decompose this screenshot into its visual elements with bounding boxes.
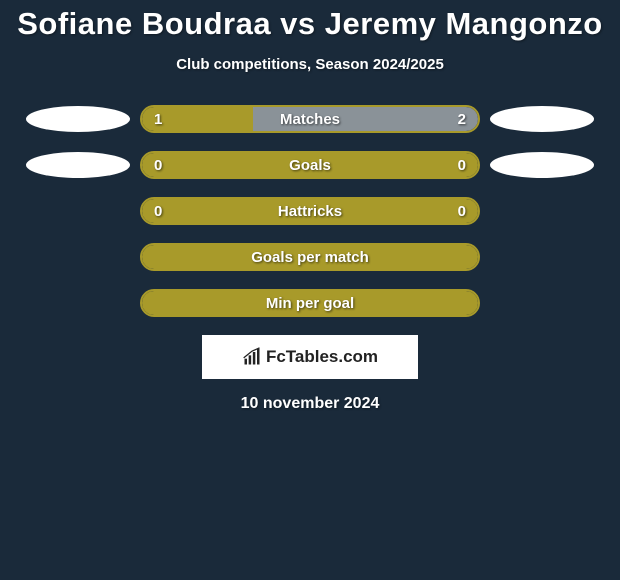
comparison-title: Sofiane Boudraa vs Jeremy Mangonzo xyxy=(0,0,620,42)
stat-right-value: 2 xyxy=(458,111,466,128)
player-left-ellipse xyxy=(26,152,130,178)
chart-icon xyxy=(242,347,262,367)
stat-row: 0 0 Goals xyxy=(10,151,610,179)
stat-right-value: 0 xyxy=(458,157,466,174)
logo-box: FcTables.com xyxy=(202,335,418,379)
date-label: 10 november 2024 xyxy=(0,395,620,413)
stat-left-value: 0 xyxy=(154,157,162,174)
stat-bar: 0 0 Goals xyxy=(140,151,480,179)
stat-bar: Min per goal xyxy=(140,289,480,317)
stat-label: Matches xyxy=(280,111,340,128)
stat-row: 0 0 Hattricks xyxy=(10,197,610,225)
player-right-ellipse xyxy=(490,106,594,132)
stat-rows: 1 2 Matches 0 0 Goals 0 0 Hattricks Goals per mat… xyxy=(0,105,620,317)
comparison-subtitle: Club competitions, Season 2024/2025 xyxy=(0,56,620,73)
stat-row: 1 2 Matches xyxy=(10,105,610,133)
stat-left-value: 1 xyxy=(154,111,162,128)
player-left-ellipse xyxy=(26,106,130,132)
stat-right-value: 0 xyxy=(458,203,466,220)
stat-label: Goals xyxy=(289,157,331,174)
stat-row: Min per goal xyxy=(10,289,610,317)
stat-label: Min per goal xyxy=(266,295,354,312)
stat-label: Goals per match xyxy=(251,249,369,266)
stat-bar: Goals per match xyxy=(140,243,480,271)
logo-text: FcTables.com xyxy=(266,347,378,367)
stat-bar: 1 2 Matches xyxy=(140,105,480,133)
stat-label: Hattricks xyxy=(278,203,342,220)
stat-left-value: 0 xyxy=(154,203,162,220)
stat-bar: 0 0 Hattricks xyxy=(140,197,480,225)
stat-row: Goals per match xyxy=(10,243,610,271)
player-right-ellipse xyxy=(490,152,594,178)
